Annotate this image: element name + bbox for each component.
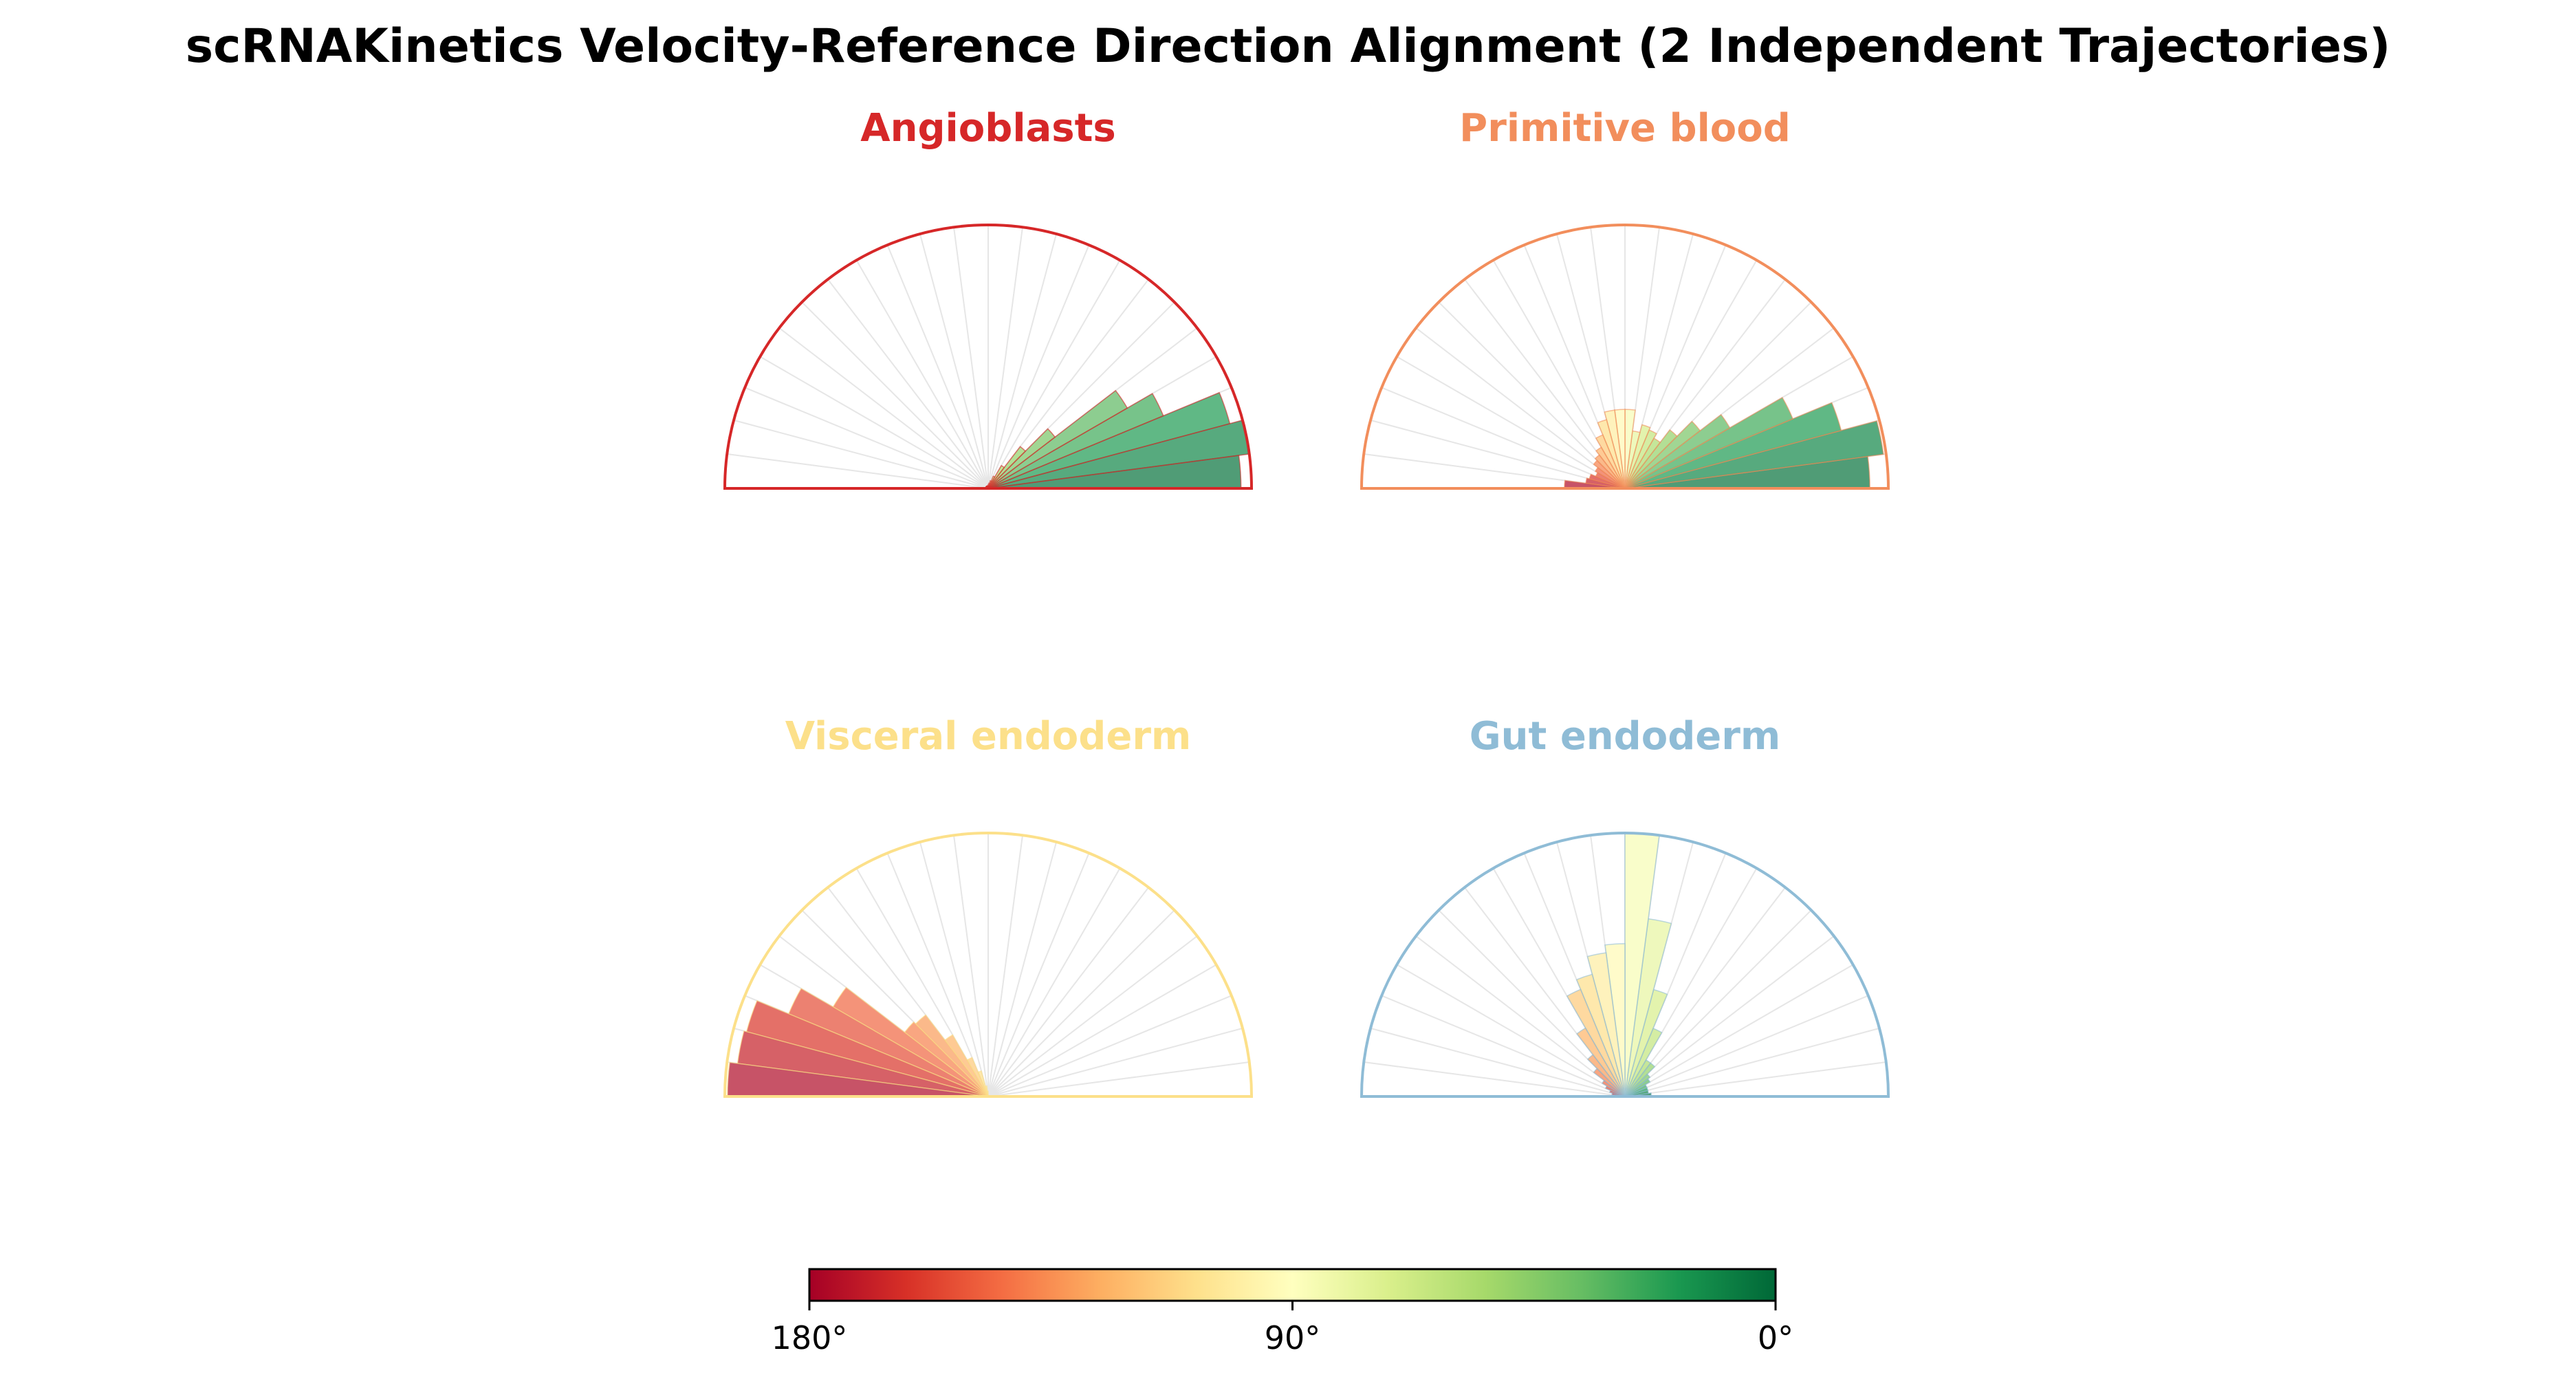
grid-line (1438, 301, 1626, 489)
grid-line (1370, 1027, 1626, 1097)
panels: Angioblasts Primitive blood Visceral endod… (723, 106, 1890, 1098)
grid-line (855, 259, 989, 489)
bar (1586, 1054, 1626, 1097)
grid-line (1396, 964, 1626, 1097)
bar (1593, 459, 1626, 489)
grid-line (987, 852, 1090, 1097)
grid-line (759, 356, 989, 489)
bar (1601, 1079, 1626, 1097)
bar (987, 464, 1005, 489)
panel-gut-endoderm: Gut endoderm (1360, 714, 1890, 1098)
bar (1604, 1085, 1626, 1097)
panel-title: Gut endoderm (1470, 714, 1781, 759)
grid-line (1364, 1061, 1626, 1097)
grid-line (987, 1061, 1249, 1097)
grid-line (987, 964, 1217, 1097)
grid-line (886, 852, 989, 1097)
panel-angioblasts: Angioblasts (723, 106, 1254, 490)
panel-frame (1360, 224, 1890, 490)
grid-line (987, 835, 1023, 1097)
grid-line (987, 259, 1121, 489)
grid-line (919, 233, 989, 489)
grid-line (987, 244, 1090, 489)
panel-title: Primitive blood (1459, 106, 1791, 151)
grid-line (987, 867, 1121, 1097)
grid-line (987, 1027, 1243, 1097)
grid-line (1624, 964, 1854, 1097)
grid-line (953, 835, 989, 1097)
grid-line (1624, 887, 1786, 1097)
panel-title: Angioblasts (860, 106, 1115, 151)
colorbar: 180° 90° 0° (772, 1268, 1793, 1356)
colorbar-tick-label: 180° (772, 1319, 848, 1356)
grid-line (1415, 327, 1626, 489)
grid-line (1624, 995, 1869, 1097)
grid-line (744, 387, 989, 489)
grid-line (827, 279, 989, 489)
grid-line (1624, 1027, 1880, 1097)
grid-line (1415, 936, 1626, 1097)
bar (1624, 429, 1678, 489)
bar (1594, 454, 1626, 489)
bar (1595, 446, 1626, 489)
grid-line (987, 233, 1058, 489)
chart-title: scRNAKinetics Velocity-Reference Directi… (186, 19, 2391, 74)
bar (987, 389, 1128, 489)
grid-line (1624, 909, 1812, 1097)
bar (1624, 402, 1842, 489)
grid-line (1396, 356, 1626, 489)
grid-line (1370, 419, 1626, 489)
bar (1624, 420, 1701, 489)
grid-line (987, 909, 1175, 1097)
grid-line (1381, 995, 1626, 1097)
bar (987, 428, 1056, 489)
grid-line (987, 841, 1058, 1097)
grid-line (886, 244, 989, 489)
grid-line (987, 936, 1198, 1097)
grid-line (1624, 1061, 1886, 1097)
grid-line (987, 227, 1023, 489)
bar (1575, 1027, 1626, 1097)
bar (987, 393, 1164, 489)
bar (1624, 396, 1794, 489)
colorbar-tick-label: 0° (1758, 1319, 1793, 1356)
grid-line (778, 327, 989, 489)
grid-line (1624, 936, 1835, 1097)
panel-visceral-endoderm: Visceral endoderm (723, 714, 1254, 1098)
panel-frame (723, 224, 1254, 490)
bar (1624, 424, 1651, 489)
panel-frame (1360, 832, 1890, 1098)
grid-line (727, 453, 989, 489)
panel-title: Visceral endoderm (785, 714, 1192, 759)
grid-line (987, 887, 1149, 1097)
panel-frame (723, 832, 1254, 1098)
grid-line (953, 227, 989, 489)
bar (1624, 413, 1731, 489)
grid-line (733, 419, 989, 489)
grid-line (1381, 387, 1626, 489)
panel-primitive-blood: Primitive blood (1360, 106, 1890, 490)
bar (1594, 466, 1626, 489)
colorbar-bar (808, 1268, 1777, 1302)
bar (1566, 988, 1626, 1097)
grid-line (919, 841, 989, 1097)
bar (987, 446, 1027, 489)
grid-line (987, 995, 1232, 1097)
bar (1593, 1068, 1626, 1097)
bar (987, 391, 1231, 489)
colorbar-ticks: 180° 90° 0° (772, 1301, 1793, 1356)
colorbar-tick-label: 90° (1265, 1319, 1321, 1356)
grid-line (801, 301, 989, 489)
